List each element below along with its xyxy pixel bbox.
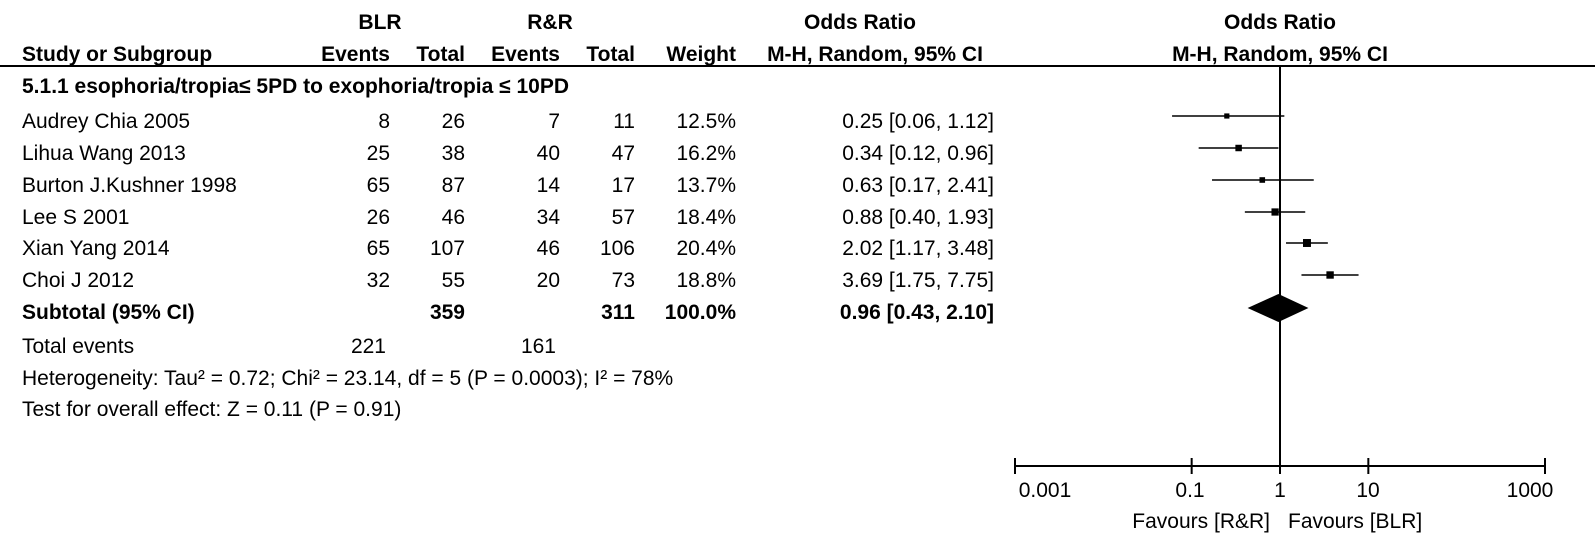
total-header-2: Total bbox=[586, 43, 635, 66]
group2-header: R&R bbox=[527, 11, 573, 34]
blr-events: 26 bbox=[366, 206, 390, 229]
axis-tick-label: 1000 bbox=[1506, 479, 1554, 502]
axis-tick-label: 1 bbox=[1274, 479, 1286, 502]
or-ci-value: 0.34 [0.12, 0.96] bbox=[842, 142, 994, 165]
favours-right-label: Favours [BLR] bbox=[1288, 510, 1423, 533]
blr-events: 32 bbox=[366, 269, 390, 292]
rr-total: 11 bbox=[613, 110, 635, 133]
rr-events: 7 bbox=[548, 110, 560, 133]
heterogeneity-text: Heterogeneity: Tau² = 0.72; Chi² = 23.14… bbox=[22, 367, 674, 390]
weight-value: 18.8% bbox=[676, 269, 736, 292]
rr-events: 46 bbox=[536, 237, 560, 260]
subtotal-rr-total: 311 bbox=[601, 301, 635, 324]
or-plot-title: Odds Ratio bbox=[1223, 11, 1336, 34]
or-ci-value: 3.69 [1.75, 7.75] bbox=[842, 269, 994, 292]
study-name: Choi J 2012 bbox=[22, 269, 135, 292]
blr-events: 8 bbox=[378, 110, 390, 133]
weight-value: 13.7% bbox=[676, 174, 736, 197]
point-estimate bbox=[1235, 144, 1242, 152]
or-table-title: Odds Ratio bbox=[803, 11, 916, 34]
rr-total: 57 bbox=[611, 206, 635, 229]
events-header-2: Events bbox=[491, 43, 560, 66]
rr-events: 14 bbox=[536, 174, 560, 197]
axis-tick-label: 0.001 bbox=[1018, 479, 1072, 502]
rr-events: 20 bbox=[536, 269, 560, 292]
study-name: Lee S 2001 bbox=[22, 206, 130, 229]
weight-value: 18.4% bbox=[676, 206, 736, 229]
weight-value: 16.2% bbox=[676, 142, 736, 165]
favours-left-label: Favours [R&R] bbox=[1132, 510, 1270, 533]
weight-value: 12.5% bbox=[676, 110, 736, 133]
blr-total: 87 bbox=[441, 174, 465, 197]
method-table-header: M-H, Random, 95% CI bbox=[767, 43, 983, 66]
axis-tick-label: 10 bbox=[1356, 479, 1380, 502]
subtotal-weight: 100.0% bbox=[664, 301, 736, 324]
point-estimate bbox=[1271, 208, 1279, 216]
blr-events: 25 bbox=[366, 142, 390, 165]
weight-value: 20.4% bbox=[676, 237, 736, 260]
subgroup-title: 5.1.1 esophoria/tropia≤ 5PD to exophoria… bbox=[22, 75, 570, 98]
or-ci-value: 0.25 [0.06, 1.12] bbox=[842, 110, 994, 133]
study-name: Xian Yang 2014 bbox=[22, 237, 170, 260]
blr-total: 46 bbox=[441, 206, 465, 229]
point-estimate bbox=[1326, 271, 1334, 279]
pooled-diamond bbox=[1247, 294, 1309, 322]
rr-events: 40 bbox=[536, 142, 560, 165]
subtotal-or-ci: 0.96 [0.43, 2.10] bbox=[839, 301, 994, 324]
total-header-1: Total bbox=[416, 43, 465, 66]
group1-header: BLR bbox=[358, 11, 402, 34]
or-ci-value: 0.88 [0.40, 1.93] bbox=[842, 206, 994, 229]
study-col-header: Study or Subgroup bbox=[22, 43, 213, 66]
blr-total: 55 bbox=[441, 269, 465, 292]
subtotal-blr-total: 359 bbox=[429, 301, 465, 324]
rr-total: 17 bbox=[611, 174, 635, 197]
rr-total: 73 bbox=[611, 269, 635, 292]
total-events-blr: 221 bbox=[350, 335, 386, 358]
overall-effect-text: Test for overall effect: Z = 0.11 (P = 0… bbox=[22, 398, 402, 421]
weight-header: Weight bbox=[666, 43, 736, 66]
total-events-label: Total events bbox=[22, 335, 135, 358]
subtotal-label: Subtotal (95% CI) bbox=[22, 301, 195, 324]
point-estimate bbox=[1259, 177, 1266, 183]
blr-total: 26 bbox=[441, 110, 465, 133]
point-estimate bbox=[1303, 239, 1311, 247]
rr-events: 34 bbox=[536, 206, 560, 229]
or-ci-value: 0.63 [0.17, 2.41] bbox=[842, 174, 994, 197]
study-name: Audrey Chia 2005 bbox=[22, 110, 191, 133]
events-header-1: Events bbox=[321, 43, 390, 66]
study-name: Burton J.Kushner 1998 bbox=[22, 174, 237, 197]
total-events-rr: 161 bbox=[520, 335, 556, 358]
method-plot-header: M-H, Random, 95% CI bbox=[1172, 43, 1388, 66]
study-name: Lihua Wang 2013 bbox=[22, 142, 186, 165]
or-ci-value: 2.02 [1.17, 3.48] bbox=[842, 237, 994, 260]
rr-total: 106 bbox=[599, 237, 635, 260]
axis-tick-label: 0.1 bbox=[1175, 479, 1205, 502]
rr-total: 47 bbox=[611, 142, 635, 165]
blr-total: 107 bbox=[429, 237, 465, 260]
blr-events: 65 bbox=[366, 237, 390, 260]
blr-total: 38 bbox=[441, 142, 465, 165]
blr-events: 65 bbox=[366, 174, 390, 197]
point-estimate bbox=[1224, 113, 1230, 119]
